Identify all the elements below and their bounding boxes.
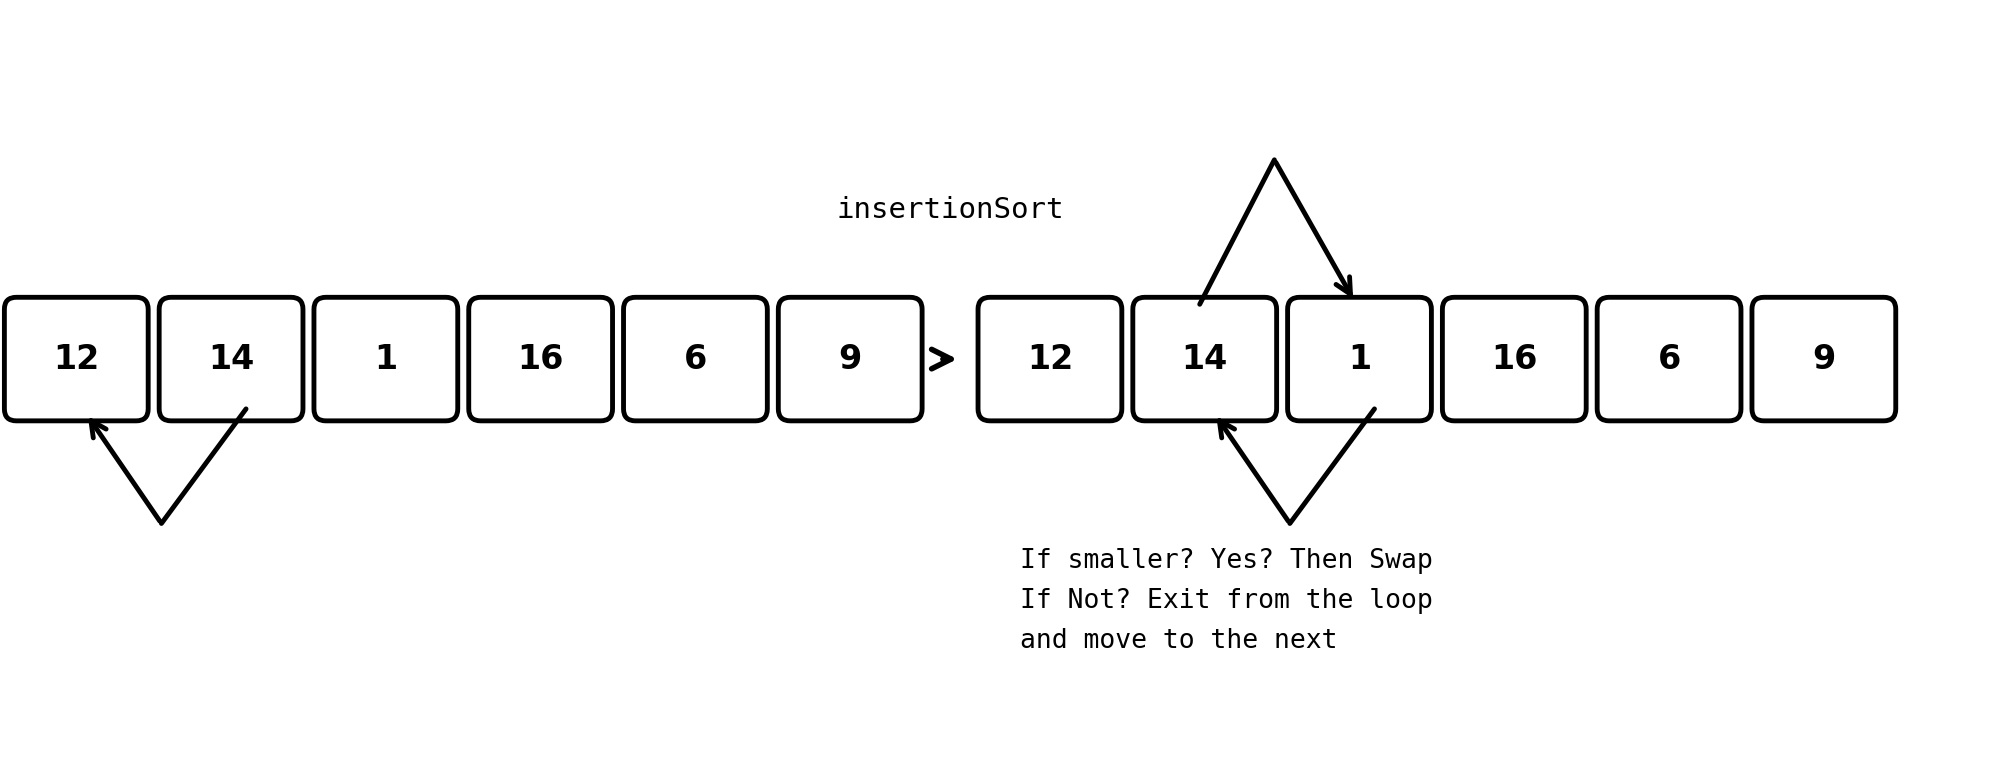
Text: 6: 6 [1656, 342, 1680, 376]
Text: 16: 16 [517, 342, 563, 376]
FancyBboxPatch shape [315, 298, 457, 420]
FancyBboxPatch shape [1750, 298, 1895, 420]
Text: If smaller? Yes? Then Swap
If Not? Exit from the loop
and move to the next: If smaller? Yes? Then Swap If Not? Exit … [1019, 549, 1432, 654]
FancyBboxPatch shape [4, 298, 148, 420]
Text: 12: 12 [1027, 342, 1073, 376]
Text: 14: 14 [209, 342, 255, 376]
Text: 1: 1 [1347, 342, 1369, 376]
FancyBboxPatch shape [778, 298, 922, 420]
FancyBboxPatch shape [624, 298, 768, 420]
Text: 9: 9 [1811, 342, 1835, 376]
FancyBboxPatch shape [978, 298, 1121, 420]
FancyBboxPatch shape [1287, 298, 1432, 420]
FancyBboxPatch shape [1133, 298, 1275, 420]
Text: 12: 12 [54, 342, 100, 376]
Text: 16: 16 [1490, 342, 1536, 376]
FancyBboxPatch shape [1596, 298, 1740, 420]
Text: insertionSort: insertionSort [836, 196, 1063, 224]
Text: 14: 14 [1181, 342, 1227, 376]
FancyBboxPatch shape [469, 298, 612, 420]
Text: 9: 9 [838, 342, 862, 376]
Text: 6: 6 [684, 342, 706, 376]
FancyBboxPatch shape [158, 298, 303, 420]
FancyBboxPatch shape [1442, 298, 1586, 420]
Text: 1: 1 [375, 342, 397, 376]
